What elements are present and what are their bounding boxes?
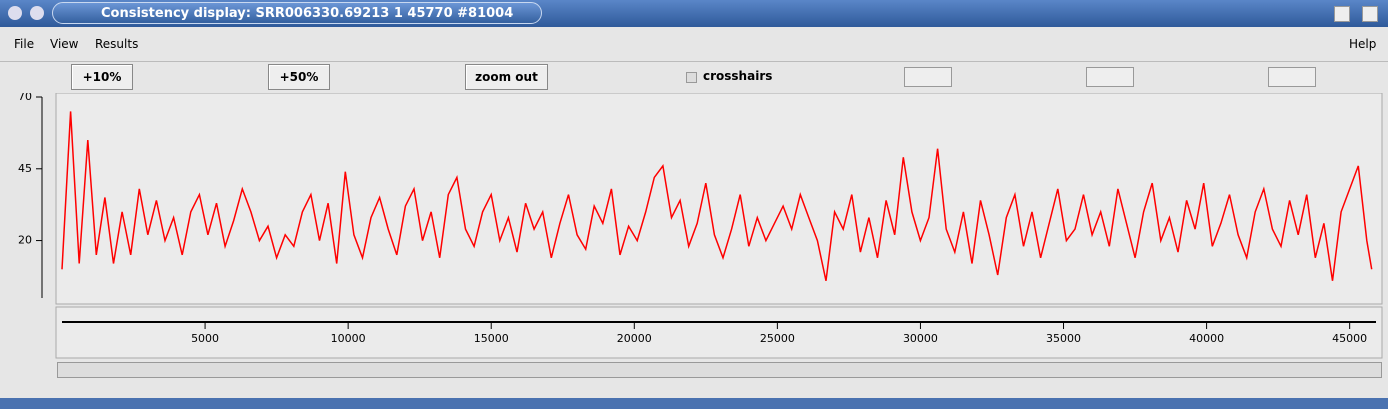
chart: 20 45 70 5000 10000 15000 20000 25000 30000 35000… [18,93,1383,359]
scrollbar[interactable] [57,362,1382,378]
menu-item[interactable]: File [14,37,35,51]
minimize-button[interactable] [1334,6,1350,22]
menu-bar [0,28,1388,62]
x-tick-label: 30000 [903,332,938,345]
checkbox-label[interactable]: crosshairs [703,69,773,83]
menu-item[interactable]: View [50,37,79,51]
x-tick-label: 15000 [474,332,509,345]
checkbox[interactable] [686,72,697,83]
window-pin-button[interactable] [30,6,44,20]
ruler-panel [55,306,1383,359]
y-tick-label: 45 [18,162,32,175]
text-field[interactable] [1268,67,1316,87]
window-title: Consistency display: SRR006330.69213 1 4… [52,2,542,24]
text-field[interactable] [904,67,952,87]
plot-panel [55,93,1383,305]
x-tick-label: 35000 [1046,332,1081,345]
y-tick-label: 20 [18,234,32,247]
y-tick-label: 70 [18,93,32,103]
x-tick-label: 25000 [760,332,795,345]
x-tick-label: 40000 [1189,332,1224,345]
x-tick-label: 5000 [191,332,219,345]
menu-item[interactable]: Help [1349,37,1377,51]
x-tick-label: 10000 [331,332,366,345]
x-tick-label: 45000 [1332,332,1367,345]
button[interactable]: +50% [268,64,330,90]
button[interactable]: zoom out [465,64,548,90]
text-field[interactable] [1086,67,1134,87]
menu-item[interactable]: Results [95,37,139,51]
button[interactable]: +10% [71,64,133,90]
window-menu-button[interactable] [8,6,22,20]
x-tick-label: 20000 [617,332,652,345]
bottom-border [0,398,1388,409]
close-button[interactable] [1362,6,1378,22]
data-line [61,111,1373,281]
